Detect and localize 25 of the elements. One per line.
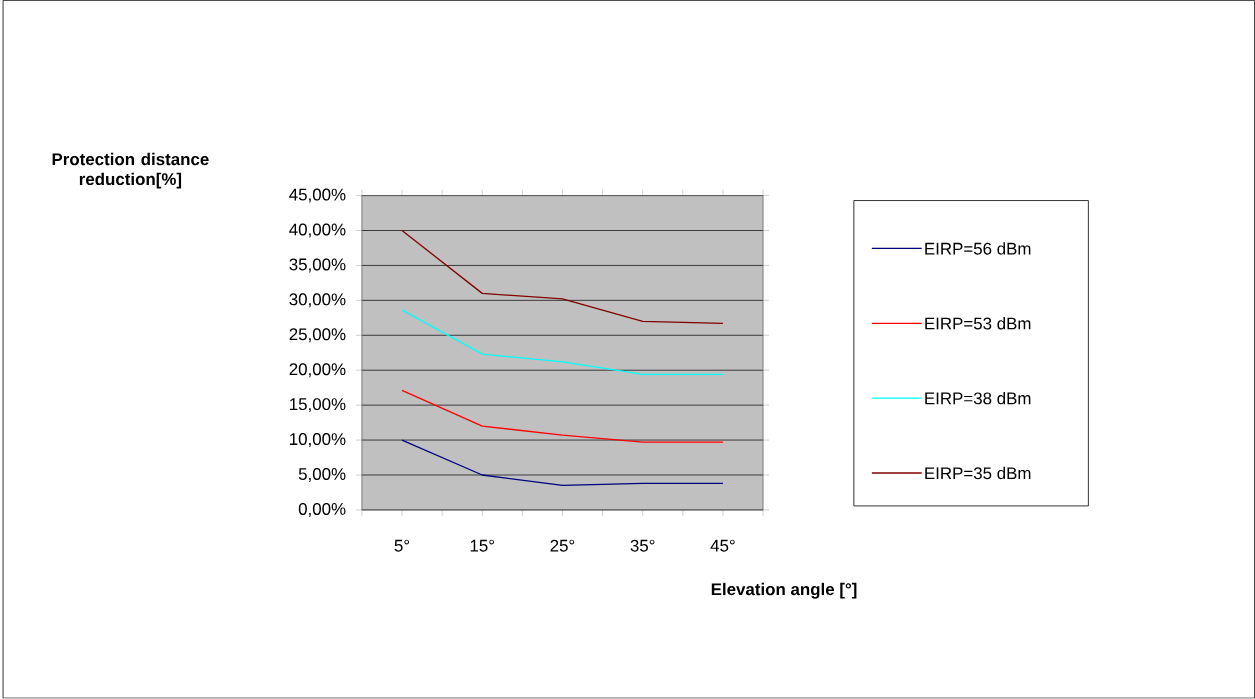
y-tick-label: 25,00% (289, 328, 346, 343)
y-tick-label: 45,00% (289, 188, 346, 203)
y-axis-title: Protection distance reduction[%] (52, 153, 209, 189)
y-tick-label: 40,00% (289, 223, 346, 238)
y-tick-label: 35,00% (289, 258, 346, 273)
x-axis-title: Elevation angle [°] (711, 583, 857, 599)
x-tick-label: 45° (710, 539, 735, 552)
y-tick-label: 0,00% (298, 503, 346, 518)
line-series (401, 230, 724, 325)
legend-label: EIRP=56 dBm (925, 242, 1031, 255)
y-tick-label: 10,00% (290, 433, 346, 448)
line-series (401, 309, 724, 376)
y-tick-label: 30,00% (289, 293, 346, 308)
legend-label: EIRP=53 dBm (925, 317, 1031, 330)
x-tick-label: 25° (550, 539, 575, 552)
y-tick-label: 5,00% (298, 468, 346, 483)
legend-label: EIRP=38 dBm (925, 392, 1031, 405)
line-series (401, 439, 724, 487)
y-tick-label: 20,00% (289, 363, 346, 378)
x-tick-label: 15° (470, 539, 494, 552)
legend-label: EIRP=35 dBm (925, 467, 1031, 480)
line-series (401, 390, 724, 444)
x-tick-label: 35° (630, 539, 655, 552)
y-tick-label: 15,00% (290, 398, 346, 413)
x-tick-label: 5° (394, 539, 410, 552)
